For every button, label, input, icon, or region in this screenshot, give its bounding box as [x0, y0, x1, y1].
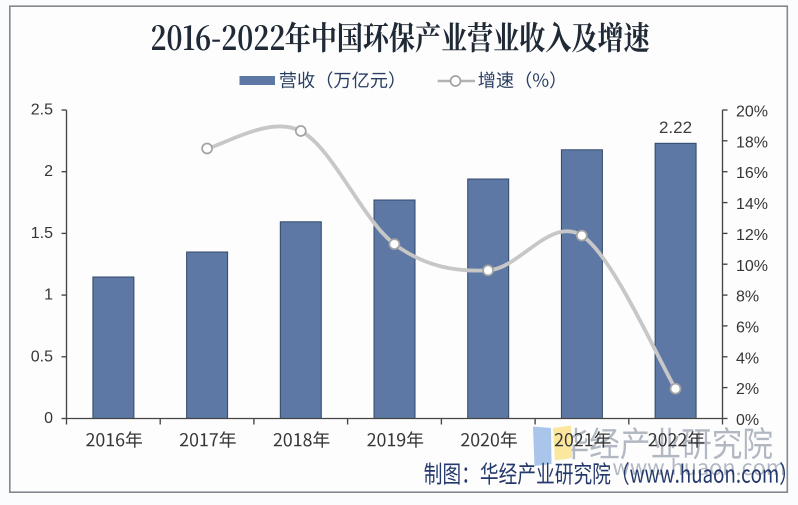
svg-text:16%: 16%: [736, 165, 768, 182]
svg-text:0: 0: [44, 410, 53, 427]
svg-text:0.5: 0.5: [31, 348, 53, 365]
svg-text:1: 1: [44, 287, 53, 304]
svg-text:20%: 20%: [736, 104, 768, 121]
svg-text:10%: 10%: [736, 258, 768, 275]
svg-text:2: 2: [44, 163, 53, 180]
svg-text:2%: 2%: [736, 381, 759, 398]
svg-text:2.22: 2.22: [659, 118, 692, 137]
svg-text:8%: 8%: [736, 289, 759, 306]
svg-text:4%: 4%: [736, 350, 759, 367]
svg-text:2.5: 2.5: [31, 102, 53, 119]
svg-text:1.5: 1.5: [31, 225, 53, 242]
svg-text:6%: 6%: [736, 319, 759, 336]
svg-text:0%: 0%: [736, 412, 759, 429]
svg-text:12%: 12%: [736, 227, 768, 244]
svg-text:14%: 14%: [736, 196, 768, 213]
svg-text:18%: 18%: [736, 134, 768, 151]
